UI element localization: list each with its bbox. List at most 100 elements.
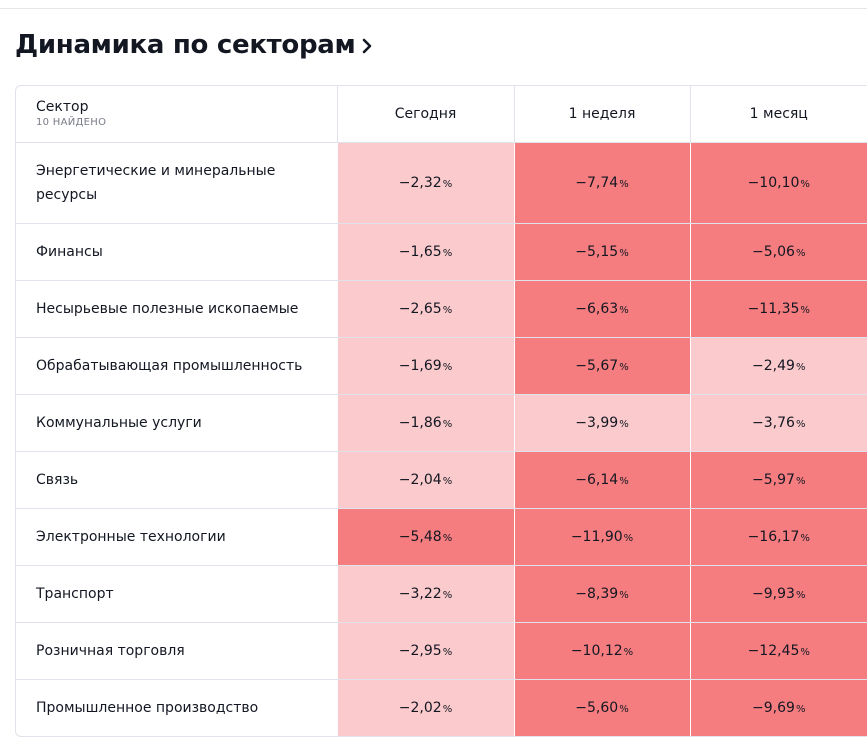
percent-sign: % — [795, 703, 806, 715]
table-header-row: Сектор 10 НАЙДЕНО Сегодня 1 неделя 1 мес… — [16, 86, 867, 143]
change-cell-today: −5,48% — [336, 508, 514, 566]
percent-sign: % — [619, 703, 629, 715]
change-value: −8,39 — [575, 585, 619, 602]
sectors-table: Сектор 10 НАЙДЕНО Сегодня 1 неделя 1 мес… — [15, 85, 867, 737]
percent-sign: % — [619, 475, 629, 487]
sector-name-link[interactable]: Связь — [16, 451, 337, 509]
change-cell-month: −16,17% — [689, 508, 867, 566]
change-value: −5,06 — [752, 243, 795, 260]
table-row[interactable]: Электронные технологии −5,48% −11,90% −16,1… — [16, 508, 867, 566]
sector-name-link[interactable]: Финансы — [16, 223, 337, 281]
change-cell-month: −9,69% — [689, 679, 867, 736]
percent-sign: % — [442, 178, 453, 190]
change-value: −16,17 — [747, 528, 800, 545]
change-value: −2,02 — [398, 699, 442, 716]
change-cell-today: −2,02% — [336, 679, 514, 736]
change-cell-week: −8,39% — [513, 565, 690, 623]
change-value: −5,15 — [575, 243, 619, 260]
change-cell-today: −3,22% — [336, 565, 514, 623]
table-row[interactable]: Несырьевые полезные ископаемые −2,65% −6,6… — [16, 280, 867, 338]
percent-sign: % — [619, 247, 629, 259]
change-value: −2,49 — [752, 357, 795, 374]
sector-name-link[interactable]: Коммунальные услуги — [16, 394, 337, 452]
percent-sign: % — [800, 178, 810, 190]
change-value: −3,22 — [398, 585, 442, 602]
column-header-week[interactable]: 1 неделя — [513, 86, 690, 143]
percent-sign: % — [623, 532, 634, 544]
change-cell-today: −2,65% — [336, 280, 514, 338]
table-row[interactable]: Промышленное производство −2,02% −5,60% −9,… — [16, 679, 867, 736]
change-value: −7,74 — [575, 174, 619, 191]
change-value: −5,48 — [398, 528, 442, 545]
percent-sign: % — [442, 646, 453, 658]
table-row[interactable]: Связь −2,04% −6,14% −5,97% — [16, 451, 867, 509]
percent-sign: % — [442, 589, 453, 601]
percent-sign: % — [442, 418, 453, 430]
change-cell-week: −6,63% — [513, 280, 690, 338]
sector-name-link[interactable]: Несырьевые полезные ископаемые — [16, 280, 337, 338]
percent-sign: % — [795, 247, 806, 259]
table-row[interactable]: Коммунальные услуги −1,86% −3,99% −3,76% — [16, 394, 867, 452]
change-cell-month: −5,97% — [689, 451, 867, 509]
change-cell-week: −11,90% — [513, 508, 690, 566]
change-value: −5,60 — [575, 699, 619, 716]
table-row[interactable]: Энергетические и минеральные ресурсы −2,3… — [16, 142, 867, 224]
sector-name-link[interactable]: Обрабатывающая промышленность — [16, 337, 337, 395]
change-value: −2,95 — [398, 642, 442, 659]
change-value: −9,93 — [752, 585, 795, 602]
change-cell-week: −5,60% — [513, 679, 690, 736]
page-title-link[interactable]: Динамика по секторам — [15, 25, 372, 65]
change-cell-week: −10,12% — [513, 622, 690, 680]
column-header-sector[interactable]: Сектор 10 НАЙДЕНО — [16, 86, 337, 143]
change-value: −1,69 — [398, 357, 442, 374]
change-value: −10,12 — [570, 642, 623, 659]
percent-sign: % — [619, 361, 629, 373]
change-value: −5,97 — [752, 471, 795, 488]
change-value: −12,45 — [747, 642, 800, 659]
change-cell-month: −12,45% — [689, 622, 867, 680]
percent-sign: % — [442, 532, 453, 544]
change-cell-month: −3,76% — [689, 394, 867, 452]
change-cell-today: −2,95% — [336, 622, 514, 680]
change-cell-week: −7,74% — [513, 142, 690, 224]
page-title: Динамика по секторам — [15, 30, 356, 60]
sector-name-link[interactable]: Транспорт — [16, 565, 337, 623]
percent-sign: % — [442, 703, 453, 715]
sector-name-link[interactable]: Энергетические и минеральные ресурсы — [16, 142, 337, 224]
change-cell-week: −5,67% — [513, 337, 690, 395]
change-cell-month: −5,06% — [689, 223, 867, 281]
change-cell-today: −1,69% — [336, 337, 514, 395]
change-value: −3,99 — [575, 414, 619, 431]
change-cell-today: −1,65% — [336, 223, 514, 281]
change-value: −5,67 — [575, 357, 619, 374]
column-header-month[interactable]: 1 месяц — [689, 86, 867, 143]
change-cell-week: −3,99% — [513, 394, 690, 452]
sector-name-link[interactable]: Электронные технологии — [16, 508, 337, 566]
change-value: −1,65 — [398, 243, 442, 260]
change-cell-month: −2,49% — [689, 337, 867, 395]
percent-sign: % — [442, 475, 453, 487]
change-value: −3,76 — [752, 414, 795, 431]
change-value: −6,63 — [575, 300, 619, 317]
column-header-today[interactable]: Сегодня — [336, 86, 514, 143]
change-value: −6,14 — [575, 471, 619, 488]
table-row[interactable]: Транспорт −3,22% −8,39% −9,93% — [16, 565, 867, 623]
change-value: −11,35 — [747, 300, 800, 317]
percent-sign: % — [800, 646, 810, 658]
change-cell-today: −2,04% — [336, 451, 514, 509]
percent-sign: % — [442, 247, 453, 259]
percent-sign: % — [619, 589, 629, 601]
percent-sign: % — [442, 304, 453, 316]
percent-sign: % — [795, 361, 806, 373]
table-row[interactable]: Финансы −1,65% −5,15% −5,06% — [16, 223, 867, 281]
percent-sign: % — [795, 418, 806, 430]
sector-name-link[interactable]: Розничная торговля — [16, 622, 337, 680]
sector-name-link[interactable]: Промышленное производство — [36, 699, 259, 716]
change-value: −1,86 — [398, 414, 442, 431]
percent-sign: % — [619, 418, 629, 430]
change-cell-week: −5,15% — [513, 223, 690, 281]
table-row[interactable]: Розничная торговля −2,95% −10,12% −12,45% — [16, 622, 867, 680]
percent-sign: % — [800, 532, 810, 544]
change-cell-week: −6,14% — [513, 451, 690, 509]
table-row[interactable]: Обрабатывающая промышленность −1,69% −5,67… — [16, 337, 867, 395]
